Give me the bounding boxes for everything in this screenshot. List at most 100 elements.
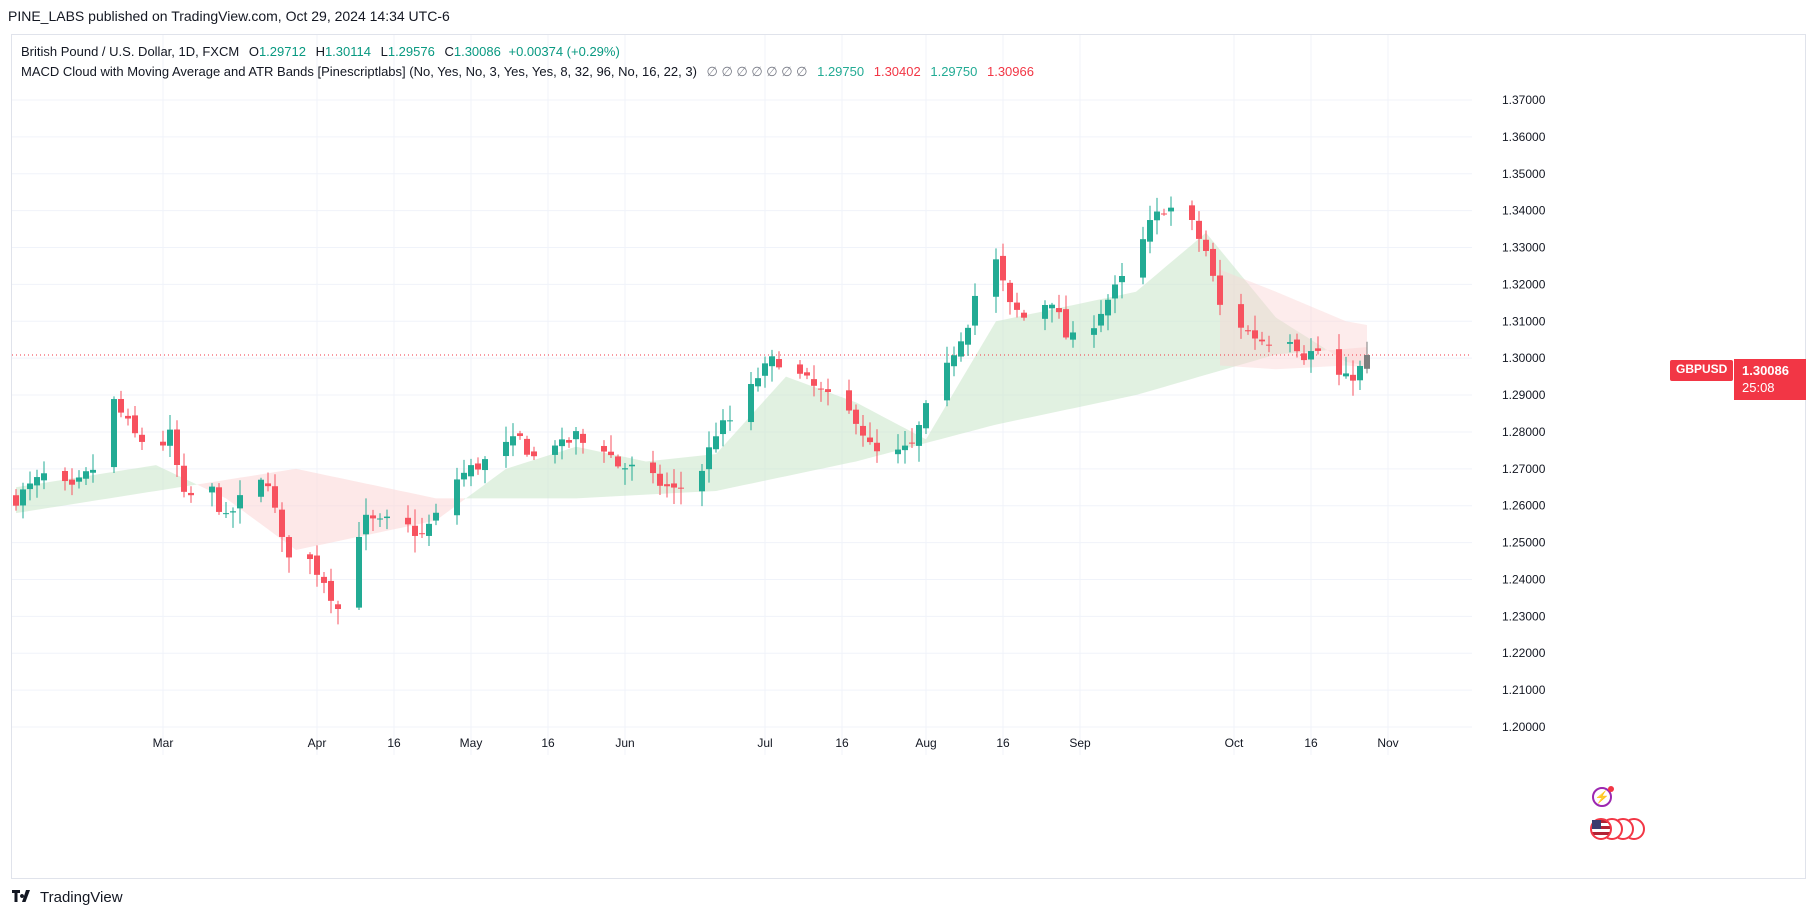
chart-frame — [11, 34, 1806, 879]
candle-body — [860, 425, 866, 436]
cloud-segment — [394, 489, 401, 530]
low-label: L — [380, 44, 388, 59]
candle-body — [1210, 248, 1216, 276]
candle-body — [601, 445, 607, 452]
cloud-segment — [93, 473, 100, 501]
candle-body — [223, 513, 229, 515]
cloud-segment — [632, 458, 639, 496]
cloud-segment — [1129, 291, 1136, 397]
candle-body — [307, 554, 313, 560]
cloud-segment — [1325, 348, 1332, 354]
cloud-segment — [1234, 266, 1241, 367]
symbol-legend-row[interactable]: British Pound / U.S. Dollar, 1D, FXCM O1… — [21, 42, 1034, 62]
candle-body — [1042, 305, 1048, 319]
candle-body — [909, 442, 915, 444]
candle-body — [384, 516, 390, 519]
candle-body — [573, 431, 579, 440]
candle-body — [167, 429, 173, 446]
cloud-segment — [387, 488, 394, 531]
cloud-segment — [772, 384, 779, 480]
cloud-segment — [1346, 348, 1353, 364]
cloud-segment — [961, 368, 968, 434]
indicator-value-1: 1.29750 — [817, 64, 865, 79]
cloud-segment — [723, 438, 730, 490]
cloud-segment — [464, 494, 471, 500]
candle-body — [286, 537, 292, 558]
cloud-segment — [170, 471, 177, 489]
candle-body — [706, 447, 712, 470]
cloud-segment — [814, 386, 821, 471]
candle-body — [727, 420, 733, 422]
cloud-segment — [506, 466, 513, 499]
cloud-segment — [303, 470, 310, 549]
candle-body — [755, 378, 761, 387]
indicator-legend-row[interactable]: MACD Cloud with Moving Average and ATR B… — [21, 62, 1034, 82]
us-flag-icon[interactable] — [1590, 818, 1648, 840]
cloud-segment — [1080, 302, 1087, 407]
candle-body — [1091, 328, 1097, 335]
candle-body — [216, 487, 222, 512]
candle-body — [769, 356, 775, 367]
y-tick-label: 1.24000 — [1502, 572, 1546, 586]
x-tick-label: Jun — [615, 736, 634, 750]
candle-body — [1238, 304, 1244, 328]
candle-body — [804, 372, 810, 376]
cloud-segment — [156, 465, 163, 491]
cloud-segment — [198, 483, 205, 489]
candle-body — [1161, 213, 1167, 215]
candle-body — [1336, 349, 1342, 375]
change-value: +0.00374 (+0.29%) — [508, 44, 620, 59]
cloud-segment — [415, 493, 422, 525]
candle-body — [258, 479, 264, 497]
candle-body — [139, 434, 145, 442]
cloud-segment — [380, 486, 387, 533]
cloud-segment — [1157, 268, 1164, 389]
publisher-header: PINE_LABS published on TradingView.com, … — [8, 8, 450, 24]
candle-body — [1147, 220, 1153, 242]
y-tick-label: 1.32000 — [1502, 277, 1546, 291]
high-label: H — [315, 44, 325, 59]
y-tick-label: 1.33000 — [1502, 241, 1546, 255]
candle-body — [1007, 282, 1013, 303]
candle-body — [566, 440, 572, 443]
cloud-segment — [562, 448, 569, 499]
tradingview-logo[interactable]: TradingView — [12, 889, 123, 906]
cloud-segment — [527, 459, 534, 499]
cloud-segment — [954, 380, 961, 436]
cloud-segment — [716, 446, 723, 491]
candle-body — [1266, 344, 1272, 346]
grid-layer — [12, 35, 1472, 755]
x-tick-label: Nov — [1377, 736, 1398, 750]
cloud-segment — [142, 466, 149, 494]
chart-legend: British Pound / U.S. Dollar, 1D, FXCM O1… — [21, 42, 1034, 82]
cloud-segment — [58, 479, 65, 507]
candle-body — [454, 479, 460, 516]
cloud-segment — [1024, 313, 1031, 419]
cloud-segment — [639, 459, 646, 496]
price-chart[interactable]: 1.37000 1.36000 1.35000 1.34000 1.33000 1.320… — [12, 35, 1806, 878]
candles-layer — [13, 196, 1370, 625]
last-price-value: 1.30086 — [1742, 363, 1789, 378]
indicator-empty-values: ∅ ∅ ∅ ∅ ∅ ∅ ∅ — [706, 64, 808, 79]
cloud-segment — [1304, 335, 1311, 353]
x-tick-label: Mar — [153, 736, 174, 750]
cloud-segment — [730, 430, 737, 489]
cloud-segment — [37, 482, 44, 510]
candle-body — [468, 465, 474, 477]
candle-body — [524, 438, 530, 455]
cloud-segment — [226, 478, 233, 504]
cloud-segment — [1122, 293, 1129, 399]
cloud-segment — [765, 392, 772, 481]
cloud-segment — [520, 462, 527, 499]
cloud-segment — [100, 472, 107, 500]
candle-body — [1217, 275, 1223, 305]
cloud-segment — [933, 415, 940, 442]
cloud-segment — [128, 468, 135, 496]
candle-body — [923, 403, 929, 429]
cloud-segment — [135, 467, 142, 495]
candle-body — [1140, 239, 1146, 278]
tradingview-brand-text: TradingView — [40, 889, 123, 906]
lightning-icon[interactable]: ⚡ — [1592, 787, 1612, 807]
candle-body — [916, 425, 922, 446]
candle-body — [1196, 220, 1202, 239]
